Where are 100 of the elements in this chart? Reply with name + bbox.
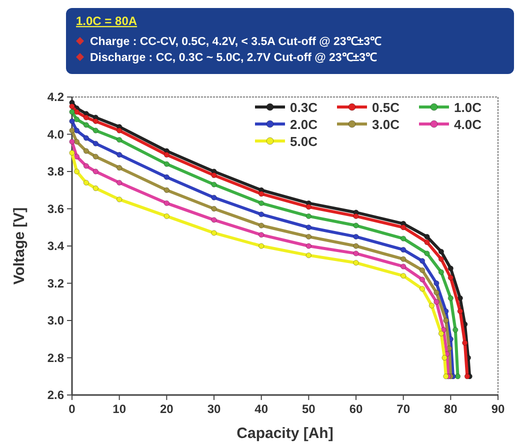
point [83, 114, 90, 120]
point [353, 222, 359, 228]
point [164, 213, 170, 220]
point [116, 164, 122, 171]
point [211, 172, 217, 178]
y-tick-label: 3.6 [47, 202, 64, 216]
point [116, 180, 122, 186]
x-tick-label: 80 [444, 402, 458, 416]
point [306, 243, 312, 249]
point [92, 185, 99, 192]
point [434, 280, 440, 286]
point [74, 168, 80, 174]
point [211, 182, 217, 188]
point [438, 248, 444, 254]
point [457, 295, 463, 301]
point [74, 128, 80, 134]
point [438, 256, 444, 262]
point [434, 290, 440, 296]
point [164, 152, 170, 158]
legend-label: 4.0C [454, 117, 482, 132]
point [419, 276, 426, 282]
point [258, 243, 264, 249]
point [306, 224, 312, 230]
text: Discharge : CC, 0.3C ~ 5.0C, 2.7V Cut-off @ 23℃±3℃ [90, 52, 378, 64]
x-tick-label: 30 [207, 402, 221, 416]
x-tick-label: 20 [160, 402, 174, 416]
point [164, 187, 170, 193]
point [258, 232, 264, 238]
point [69, 118, 75, 124]
point [306, 213, 312, 220]
y-axis-title: Voltage [V] [11, 207, 28, 285]
y-tick-label: 4.0 [47, 127, 64, 142]
point [164, 161, 170, 167]
point [211, 230, 217, 236]
point [457, 308, 463, 314]
point [306, 204, 312, 210]
point [83, 122, 90, 128]
point [92, 128, 99, 134]
point [400, 224, 406, 230]
y-tick-label: 3.0 [47, 314, 64, 328]
y-tick-label: 2.6 [47, 388, 64, 402]
point [69, 138, 75, 145]
point [353, 243, 359, 249]
point [258, 211, 264, 218]
y-tick-label: 3.4 [47, 239, 64, 253]
point [116, 196, 122, 202]
point [74, 154, 80, 160]
point [74, 116, 80, 122]
point [424, 250, 430, 256]
point [83, 148, 90, 154]
x-tick-label: 40 [254, 402, 268, 416]
legend-label: 5.0C [290, 134, 318, 149]
point [353, 234, 359, 240]
y-tick-label: 2.8 [47, 350, 64, 365]
point [69, 103, 75, 110]
x-tick-label: 50 [302, 402, 316, 416]
point [400, 264, 406, 270]
y-tick-label: 3.8 [47, 164, 64, 178]
x-tick-label: 90 [491, 402, 505, 416]
x-axis-title: Capacity [Ah] [236, 425, 334, 442]
point [452, 326, 458, 333]
point [306, 234, 312, 240]
point [164, 174, 170, 180]
x-tick-label: 60 [349, 402, 363, 416]
point [69, 150, 75, 156]
point [92, 140, 99, 146]
point [442, 354, 448, 361]
point [116, 152, 122, 158]
point [400, 246, 406, 253]
point [424, 239, 430, 246]
point [69, 109, 75, 115]
x-tick-label: 10 [112, 402, 126, 416]
point [69, 128, 75, 134]
legend-label: 3.0C [372, 117, 400, 132]
point [464, 374, 470, 380]
point [443, 374, 449, 380]
point [443, 318, 449, 324]
text: Charge : CC-CV, 0.5C, 4.2V, < 3.5A Cut-off @ 23℃±3℃ [90, 36, 382, 48]
point [419, 267, 426, 274]
point [211, 217, 217, 223]
point [400, 256, 406, 262]
x-tick-label: 70 [396, 402, 410, 416]
point [258, 191, 264, 197]
legend-label: 0.3C [290, 100, 318, 115]
point [434, 299, 440, 305]
point [83, 180, 90, 186]
legend-label: 0.5C [372, 100, 400, 115]
point [353, 250, 359, 256]
point [92, 118, 99, 124]
point [306, 252, 312, 258]
point [462, 340, 468, 346]
point [92, 154, 99, 160]
point [448, 266, 454, 272]
point [211, 194, 217, 200]
point [438, 330, 444, 336]
point [454, 374, 461, 380]
x-tick-label: 0 [68, 402, 76, 416]
chart-title: 1.0C = 80A [76, 14, 138, 28]
point [400, 236, 406, 242]
y-tick-label: 4.2 [47, 90, 64, 104]
